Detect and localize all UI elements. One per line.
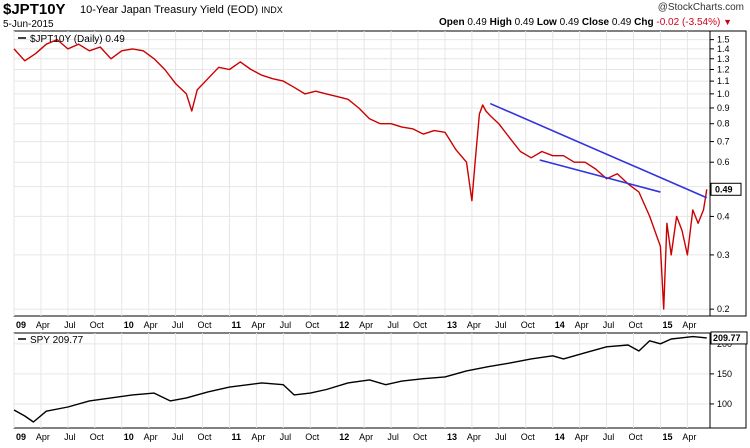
spy-legend-text: SPY 209.77 [30, 335, 84, 346]
spy-x-tick-label: 11 [231, 432, 241, 442]
price-x-tick-label: Apr [251, 320, 265, 330]
description-text: 10-Year Japan Treasury Yield (EOD) [80, 4, 259, 16]
price-x-tick-label: 09 [16, 320, 26, 330]
high-value: 0.49 [514, 17, 535, 28]
spy-x-tick-label: Jul [172, 432, 184, 442]
price-x-tick-label: 12 [339, 320, 349, 330]
spy-x-tick-label: Apr [251, 432, 265, 442]
price-y-tick-label: 1.3 [717, 54, 730, 64]
trendline-2 [539, 159, 661, 193]
spy-x-tick-label: 12 [339, 432, 349, 442]
price-y-tick-label: 0.9 [717, 103, 730, 113]
spy-x-tick-label: Apr [467, 432, 481, 442]
price-x-tick-label: Apr [575, 320, 589, 330]
price-x-tick-label: Oct [521, 320, 536, 330]
spy-x-tick-label: Jul [495, 432, 507, 442]
chart-header: $JPT10Y 10-Year Japan Treasury Yield (EO… [0, 0, 750, 30]
price-y-tick-label: 1.2 [717, 64, 730, 74]
spy-x-tick-label: 09 [16, 432, 26, 442]
spy-x-tick-label: Oct [198, 432, 213, 442]
price-x-tick-label: Oct [305, 320, 320, 330]
price-x-tick-label: Oct [198, 320, 213, 330]
price-x-tick-label: Apr [36, 320, 50, 330]
spy-x-tick-label: Oct [305, 432, 320, 442]
price-y-tick-label: 1.5 [717, 35, 730, 45]
spy-last-value-label: 209.77 [713, 333, 741, 343]
spy-y-tick-label: 150 [717, 369, 732, 379]
price-x-tick-label: 15 [662, 320, 672, 330]
spy-x-tick-label: Jul [64, 432, 76, 442]
chg-value: -0.02 (-3.54%) [656, 17, 721, 28]
price-y-tick-label: 0.8 [717, 119, 730, 129]
price-x-tick-label: Oct [628, 320, 643, 330]
price-x-tick-label: Oct [90, 320, 105, 330]
price-y-tick-label: 0.3 [717, 250, 730, 260]
chg-label: Chg [634, 17, 654, 28]
price-last-value-label: 0.49 [715, 184, 733, 194]
spy-x-tick-label: Jul [280, 432, 292, 442]
spy-x-tick-label: Apr [359, 432, 373, 442]
price-legend-text: $JPT10Y (Daily) 0.49 [30, 34, 125, 45]
price-x-tick-label: 11 [231, 320, 241, 330]
close-label: Close [581, 17, 610, 28]
price-y-tick-label: 1.1 [717, 76, 730, 86]
price-x-tick-label: Jul [387, 320, 399, 330]
spy-x-tick-label: 13 [447, 432, 457, 442]
price-x-tick-label: Jul [64, 320, 76, 330]
spy-y-tick-label: 100 [717, 399, 732, 409]
down-triangle-icon: ▼ [723, 17, 732, 27]
ohlc-readout: Open 0.49 High 0.49 Low 0.49 Close 0.49 … [439, 17, 732, 28]
yield-series-line [13, 38, 708, 310]
price-x-tick-label: Jul [495, 320, 507, 330]
price-x-tick-label: 10 [124, 320, 134, 330]
spy-x-tick-label: Apr [144, 432, 158, 442]
open-label: Open [439, 17, 465, 28]
spy-panel-frame [13, 332, 747, 429]
price-panel-frame [13, 30, 747, 317]
price-x-tick-label: Oct [413, 320, 428, 330]
low-label: Low [536, 17, 557, 28]
spy-x-tick-label: Jul [387, 432, 399, 442]
price-y-tick-label: 1.0 [717, 89, 730, 99]
price-x-tick-label: Jul [172, 320, 184, 330]
price-y-tick-label: 0.7 [717, 137, 730, 147]
price-x-tick-label: 13 [447, 320, 457, 330]
price-x-tick-label: Apr [144, 320, 158, 330]
trendline-1 [489, 102, 708, 199]
price-y-tick-label: 0.2 [717, 304, 730, 314]
spy-x-tick-label: Jul [603, 432, 615, 442]
spy-x-tick-label: 15 [662, 432, 672, 442]
price-x-tick-label: Apr [467, 320, 481, 330]
spy-x-tick-label: Oct [90, 432, 105, 442]
close-value: 0.49 [611, 17, 632, 28]
chart-date: 5-Jun-2015 [3, 19, 54, 30]
spy-x-tick-label: Apr [682, 432, 696, 442]
open-value: 0.49 [467, 17, 487, 28]
price-x-tick-label: Jul [603, 320, 615, 330]
symbol-title: $JPT10Y [3, 1, 66, 18]
price-x-tick-label: Apr [359, 320, 373, 330]
brand-watermark: @StockCharts.com [657, 2, 744, 13]
spy-x-tick-label: 14 [555, 432, 565, 442]
spy-last-value-box [710, 331, 748, 345]
price-x-tick-label: 14 [555, 320, 565, 330]
spy-series-line [13, 335, 707, 423]
spy-x-tick-label: 10 [124, 432, 134, 442]
price-x-tick-label: Apr [682, 320, 696, 330]
spy-x-tick-label: Apr [575, 432, 589, 442]
exchange-text: INDX [261, 5, 283, 15]
spy-x-tick-label: Oct [413, 432, 428, 442]
price-y-tick-label: 1.4 [717, 44, 730, 54]
price-x-tick-label: Jul [280, 320, 292, 330]
price-y-tick-label: 0.6 [717, 157, 730, 167]
symbol-description: 10-Year Japan Treasury Yield (EOD) INDX [80, 4, 283, 16]
spy-x-tick-label: Oct [628, 432, 643, 442]
spy-x-tick-label: Apr [36, 432, 50, 442]
price-y-tick-label: 0.4 [717, 211, 730, 221]
low-value: 0.49 [559, 17, 580, 28]
high-label: High [489, 17, 512, 28]
spy-x-tick-label: Oct [521, 432, 536, 442]
price-last-value-box [710, 182, 742, 196]
